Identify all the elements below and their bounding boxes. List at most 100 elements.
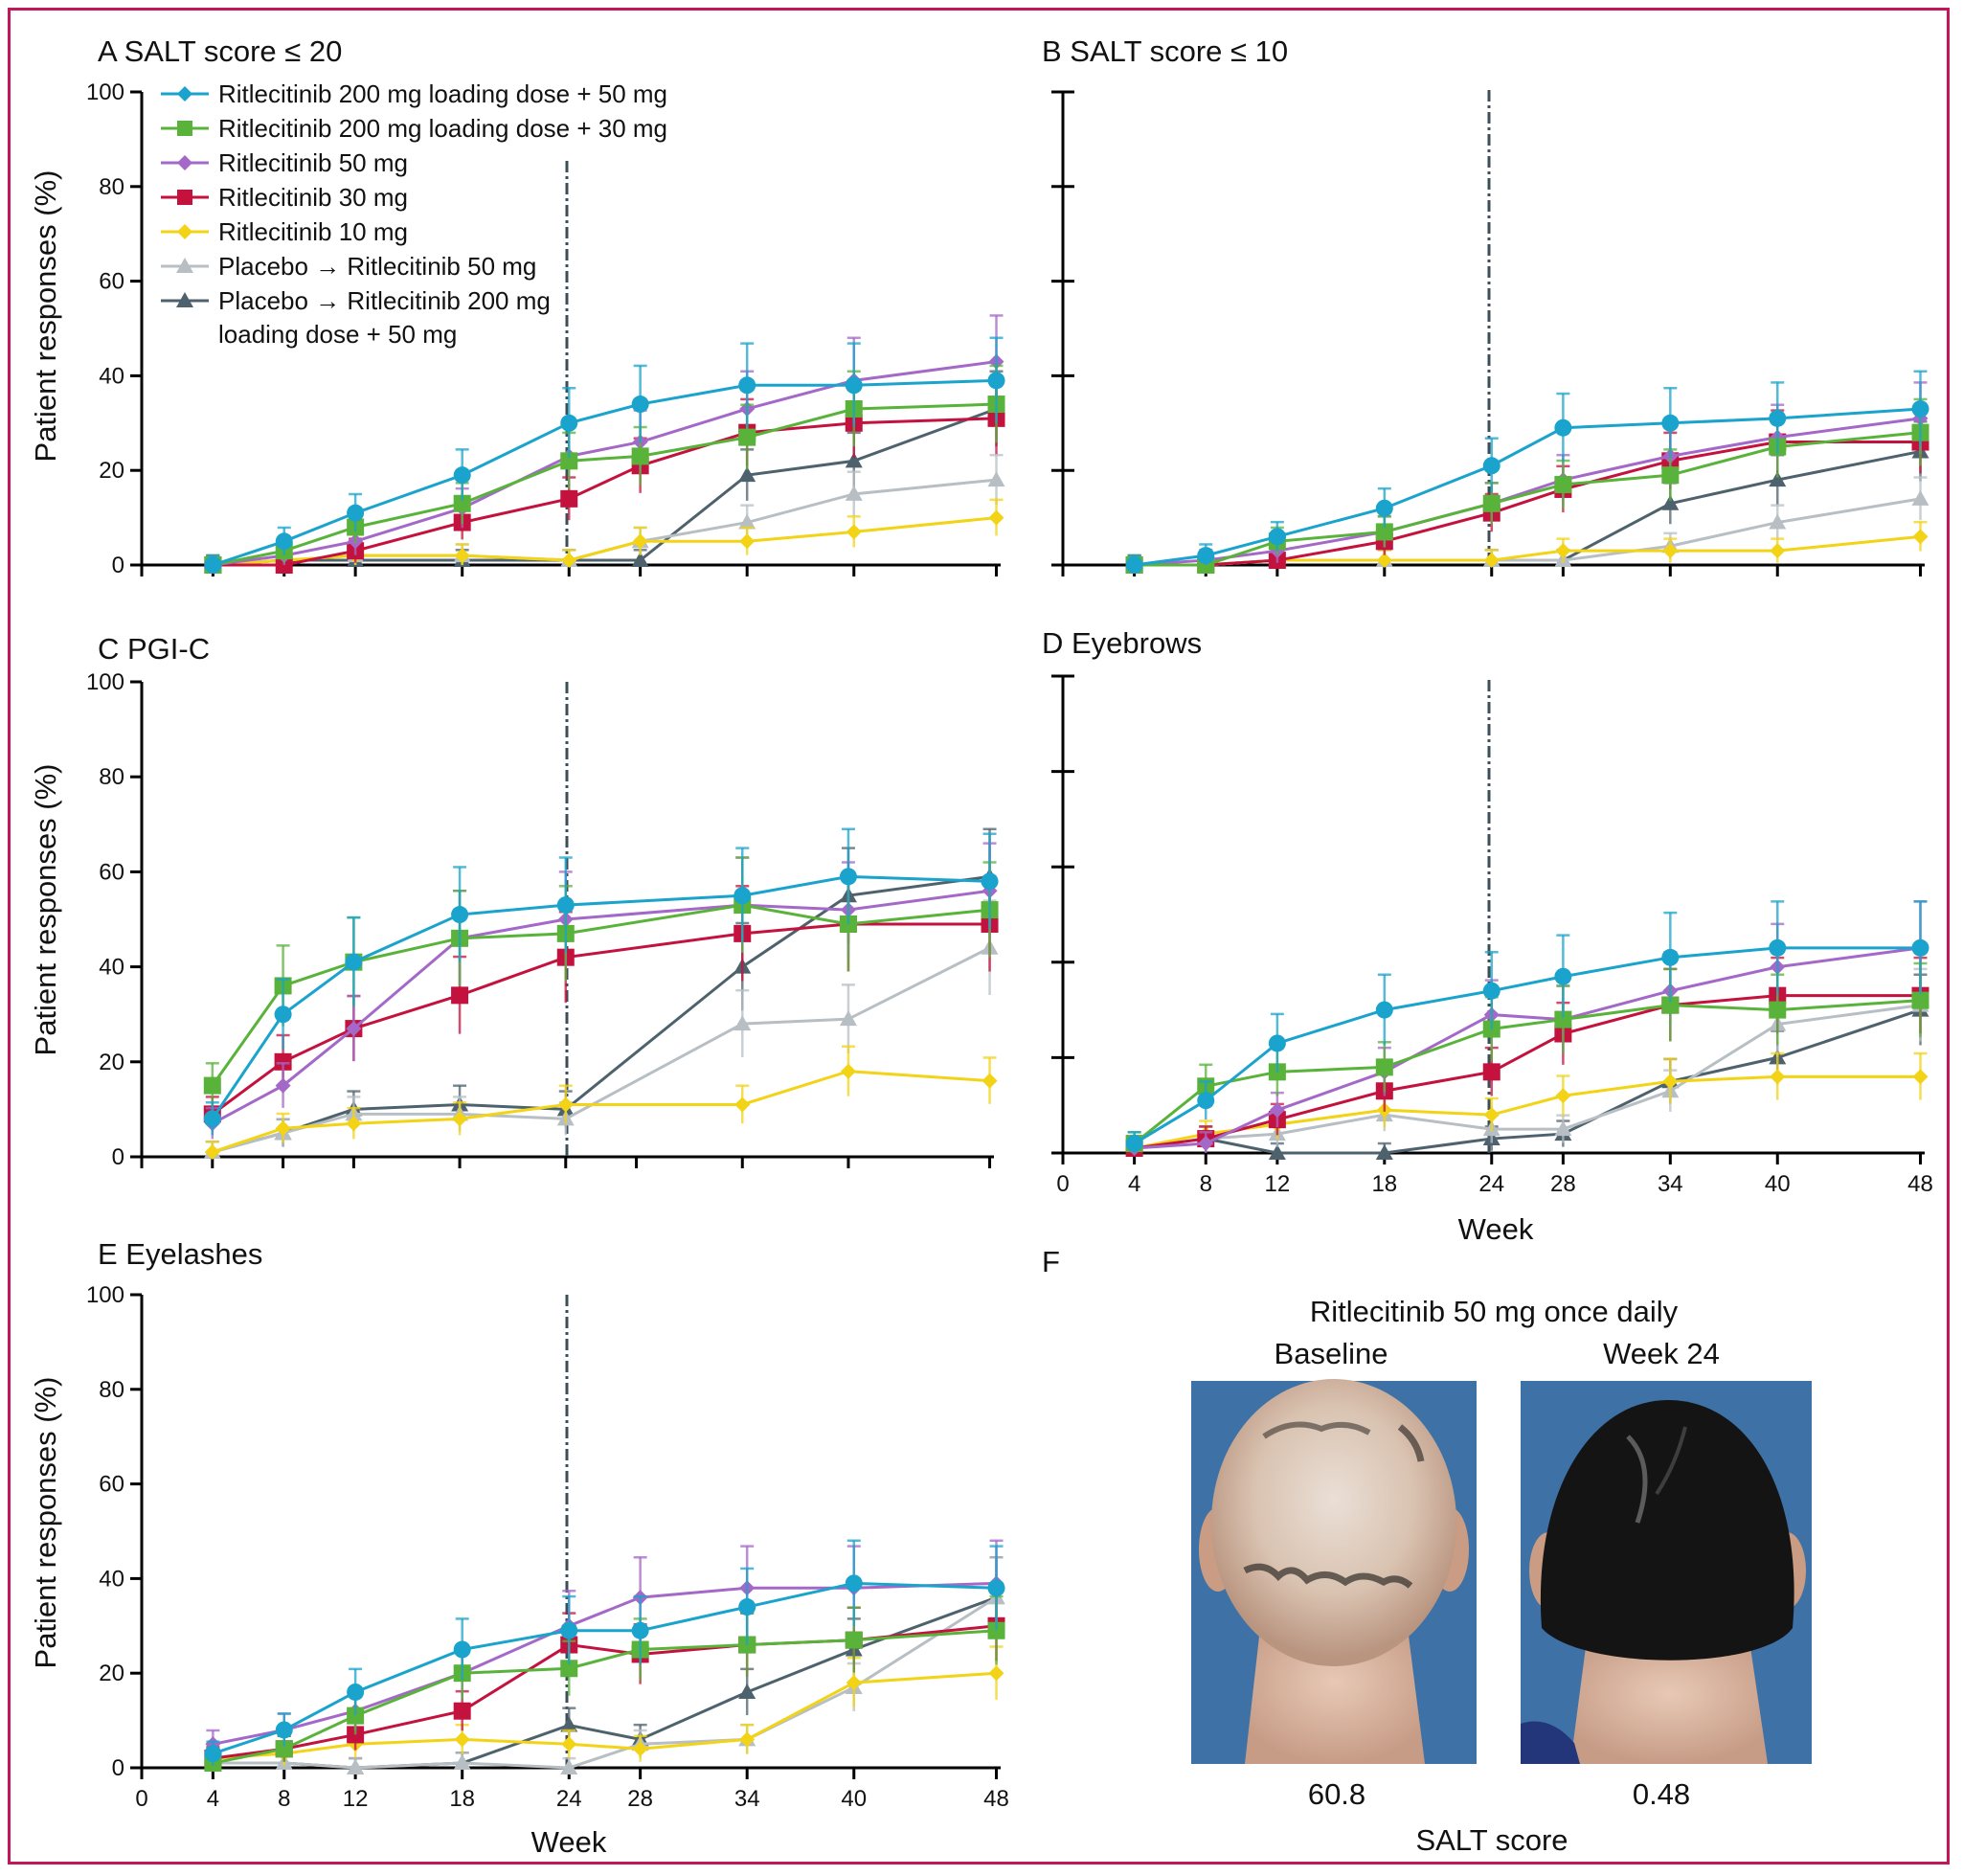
baseline-photo: [1191, 1379, 1477, 1764]
panel-b: B SALT score ≤ 10: [1042, 34, 1929, 576]
pa-s5-point-24: [561, 553, 577, 569]
pe-xtick-label-4: 4: [207, 1786, 219, 1812]
pa-s2-line: [213, 402, 997, 567]
pb-s5-point-18: [1376, 553, 1392, 569]
pe-s4-point-12: [347, 1726, 365, 1744]
pc-s6-line: [212, 946, 991, 1154]
pa-ytick-label-80: 80: [99, 174, 124, 200]
pa-s1-point-48: [987, 372, 1005, 390]
panel-f-baseline-label: Baseline: [1275, 1337, 1388, 1370]
pd-s6-point-28: [1554, 1120, 1572, 1137]
pb-s1-point-12: [1268, 528, 1286, 546]
pa-s5-point-34: [739, 533, 756, 550]
pa-series-7: [204, 370, 1005, 572]
panel-d: D Eyebrows 0 4 8 12 18 24 28 34 40 48 Week: [1042, 626, 1933, 1246]
pc-s5-point-8: [275, 1120, 291, 1137]
pd-s5-point-34: [1662, 1074, 1679, 1090]
legend-label-5: Ritlecitinib 10 mg: [218, 217, 408, 246]
pd-s1-point-12: [1268, 1034, 1286, 1052]
pd-xtick-label-12: 12: [1265, 1171, 1291, 1197]
pe-s1-point-28: [631, 1621, 649, 1639]
pc-s5-point-48: [982, 1073, 998, 1089]
legend-item-7: Placebo → Ritlecitinib 200 mg loading do…: [161, 286, 551, 349]
pa-ytick-label-100: 100: [86, 79, 124, 105]
pb-s6-point-48: [1911, 489, 1929, 506]
panel-e-y-ticks: 0 20 40 60 80 100: [86, 1282, 142, 1781]
pb-s1-point-40: [1769, 409, 1787, 427]
panel-e-x-ticks: 0 4 8 12 18 24 28 34 40 48: [135, 1768, 1009, 1812]
pa-s7-point-34: [738, 466, 756, 483]
panel-e-xlabel: Week: [531, 1825, 607, 1859]
pc-ytick-label-80: 80: [99, 764, 124, 790]
panel-a-ylabel: Patient responses (%): [29, 170, 62, 463]
pa-s5-point-18: [454, 548, 470, 564]
pa-s5-point-48: [988, 509, 1004, 526]
pc-s1-point-18: [451, 906, 469, 924]
pe-s1-point-8: [275, 1721, 293, 1739]
pe-ytick-label-20: 20: [99, 1661, 124, 1686]
legend-item-4: Ritlecitinib 30 mg: [161, 183, 408, 212]
pd-xtick-label-24: 24: [1478, 1171, 1504, 1197]
pe-s5-point-18: [454, 1731, 470, 1748]
legend-marker-3: [177, 155, 192, 170]
pd-s2-point-48: [1911, 991, 1929, 1009]
panel-c-title: C PGI-C: [98, 632, 210, 666]
pd-xtick-label-8: 8: [1200, 1171, 1212, 1197]
pe-s5-point-28: [632, 1741, 648, 1757]
panel-e-series: [204, 1539, 1005, 1774]
legend-label-2: Ritlecitinib 200 mg loading dose + 30 mg: [218, 114, 667, 143]
pc-s3-point-12: [346, 1021, 362, 1037]
pb-s1-point-18: [1375, 499, 1393, 517]
pe-ytick-label-0: 0: [112, 1755, 124, 1781]
pe-xtick-label-8: 8: [278, 1786, 290, 1812]
pb-s6-point-40: [1769, 513, 1787, 530]
pe-xtick-label-24: 24: [556, 1786, 582, 1812]
legend-marker-2: [177, 121, 192, 136]
pe-s6-line: [213, 1595, 998, 1770]
pd-s7-point-12: [1268, 1144, 1286, 1160]
pa-s6-point-34: [738, 513, 756, 530]
legend-label-6: Placebo → Ritlecitinib 50 mg: [218, 252, 536, 281]
legend-label-4: Ritlecitinib 30 mg: [218, 183, 408, 212]
legend-item-1: Ritlecitinib 200 mg loading dose + 50 mg: [161, 79, 667, 108]
legend-marker-7: [176, 292, 193, 307]
pd-series-4: [1125, 956, 1929, 1158]
panel-e-ylabel: Patient responses (%): [29, 1377, 62, 1669]
pd-s2-point-18: [1375, 1058, 1393, 1076]
pc-s5-point-40: [840, 1063, 856, 1079]
pb-s1-line: [1134, 407, 1921, 567]
pe-xtick-label-12: 12: [343, 1786, 369, 1812]
pc-series-1: [203, 827, 999, 1136]
legend-item-5: Ritlecitinib 10 mg: [161, 217, 408, 246]
panel-a-series: [204, 314, 1005, 574]
pa-s1-point-18: [453, 466, 471, 485]
pd-s5-point-40: [1770, 1069, 1786, 1085]
legend-marker-4: [177, 190, 192, 205]
pe-s5-point-40: [846, 1675, 862, 1691]
pd-s1-point-8: [1197, 1092, 1215, 1110]
pe-s1-point-48: [987, 1579, 1005, 1597]
pc-series-3: [204, 842, 998, 1140]
panel-d-x-ticks: 0 4 8 12 18 24 28 34 40 48: [1056, 1153, 1933, 1197]
pa-s1-point-34: [738, 376, 756, 395]
legend-label-3: Ritlecitinib 50 mg: [218, 148, 408, 177]
panel-b-series: [1125, 370, 1929, 574]
panel-f-week24-score: 0.48: [1633, 1777, 1690, 1811]
pa-s1-point-28: [631, 396, 649, 414]
pe-s1-point-18: [453, 1640, 471, 1659]
pe-xtick-label-40: 40: [841, 1786, 867, 1812]
panel-c: C PGI-C Patient responses (%) 0 20 40 60 80 1…: [29, 632, 999, 1170]
pa-series-6: [204, 453, 1005, 572]
pb-s1-point-28: [1554, 418, 1572, 437]
pc-s1-point-40: [839, 868, 857, 886]
pe-s1-point-4: [204, 1745, 222, 1763]
pe-s1-point-34: [738, 1598, 756, 1616]
pe-s2-point-48: [987, 1621, 1005, 1639]
pc-s2-point-4: [203, 1076, 221, 1095]
pe-s5-line: [213, 1671, 997, 1760]
panel-a-title: A SALT score ≤ 20: [98, 34, 342, 68]
legend: Ritlecitinib 200 mg loading dose + 50 mg…: [161, 79, 667, 349]
pd-xtick-label-4: 4: [1128, 1171, 1140, 1197]
pb-s2-point-34: [1661, 466, 1680, 485]
pe-ytick-label-40: 40: [99, 1566, 124, 1592]
